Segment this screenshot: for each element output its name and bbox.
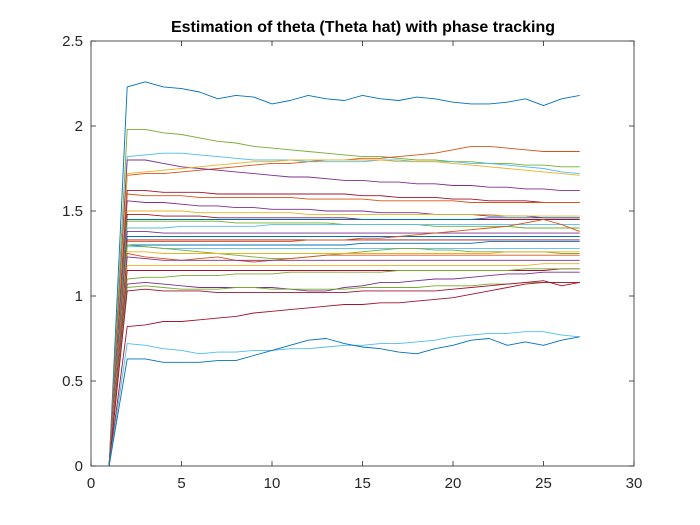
chart-title: Estimation of theta (Theta hat) with pha… xyxy=(171,19,555,36)
series-line-23 xyxy=(108,253,580,467)
series-line-9 xyxy=(108,200,580,467)
series-line-28 xyxy=(108,271,580,467)
series-line-15 xyxy=(108,230,580,467)
x-tick-label: 5 xyxy=(177,475,185,492)
series-line-5 xyxy=(108,159,580,467)
series-line-18 xyxy=(108,219,580,467)
x-tick-label: 25 xyxy=(535,475,552,492)
series-line-22 xyxy=(108,251,580,467)
y-tick-label: 2 xyxy=(75,118,83,135)
series-line-11 xyxy=(108,213,580,467)
x-tick-label: 15 xyxy=(354,475,371,492)
x-tick-label: 20 xyxy=(445,475,462,492)
series-line-1 xyxy=(108,81,580,467)
series-line-16 xyxy=(108,236,580,467)
x-tick-label: 0 xyxy=(87,475,95,492)
y-tick-label: 0 xyxy=(75,458,83,475)
y-tick-label: 1 xyxy=(75,288,83,305)
x-tick-label: 10 xyxy=(264,475,281,492)
series-line-29 xyxy=(108,281,580,467)
series-line-27 xyxy=(108,268,580,467)
series-line-24 xyxy=(108,256,580,467)
series-line-30 xyxy=(108,280,580,467)
series-line-20 xyxy=(108,246,580,467)
series-line-7 xyxy=(108,190,580,467)
series-line-12 xyxy=(108,217,580,467)
series-line-31 xyxy=(108,281,580,467)
series-line-2 xyxy=(108,128,580,467)
y-tick-label: 1.5 xyxy=(62,203,83,220)
axes-layer: 0 5 10 15 20 25 30 0 0.5 1 1.5 2 2.5 xyxy=(62,33,642,492)
series-layer xyxy=(108,81,580,467)
series-line-14 xyxy=(108,224,580,467)
series-line-8 xyxy=(108,193,580,467)
series-line-19 xyxy=(108,241,580,467)
series-line-25 xyxy=(108,263,580,467)
y-tick-label: 0.5 xyxy=(62,373,83,390)
x-tick-label: 30 xyxy=(626,475,643,492)
series-line-10 xyxy=(108,210,580,467)
y-tick-label: 2.5 xyxy=(62,33,83,50)
series-line-6 xyxy=(108,159,580,467)
series-line-33 xyxy=(108,336,580,467)
series-line-4 xyxy=(108,152,580,467)
series-line-32 xyxy=(108,331,580,467)
